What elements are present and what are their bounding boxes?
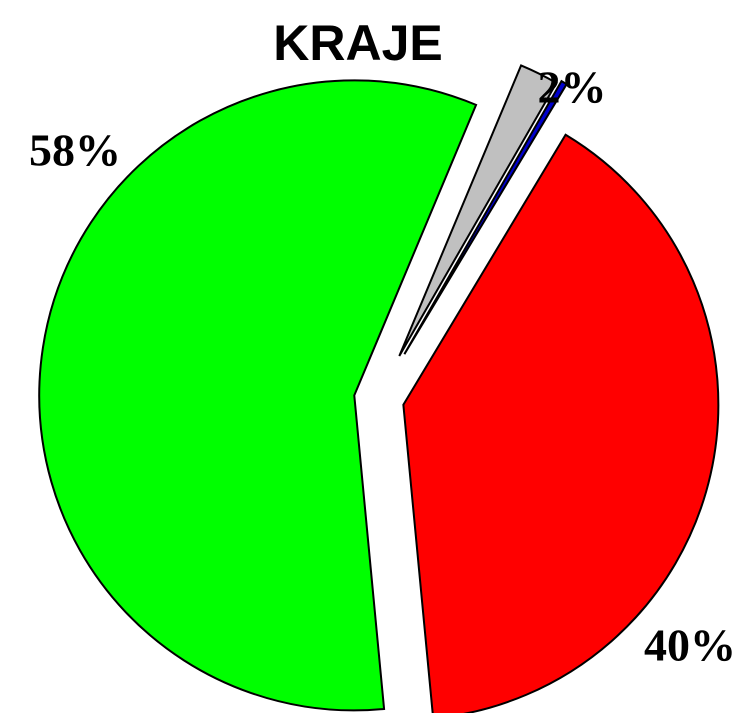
pie-slice <box>398 64 558 357</box>
pie-slice <box>403 79 568 355</box>
data-label: 40% <box>644 620 736 671</box>
chart-title: KRAJE <box>273 15 442 71</box>
pie-slice <box>38 79 478 712</box>
pie-slice <box>402 133 720 713</box>
data-label: 2% <box>538 62 607 113</box>
data-label: 58% <box>29 125 121 176</box>
